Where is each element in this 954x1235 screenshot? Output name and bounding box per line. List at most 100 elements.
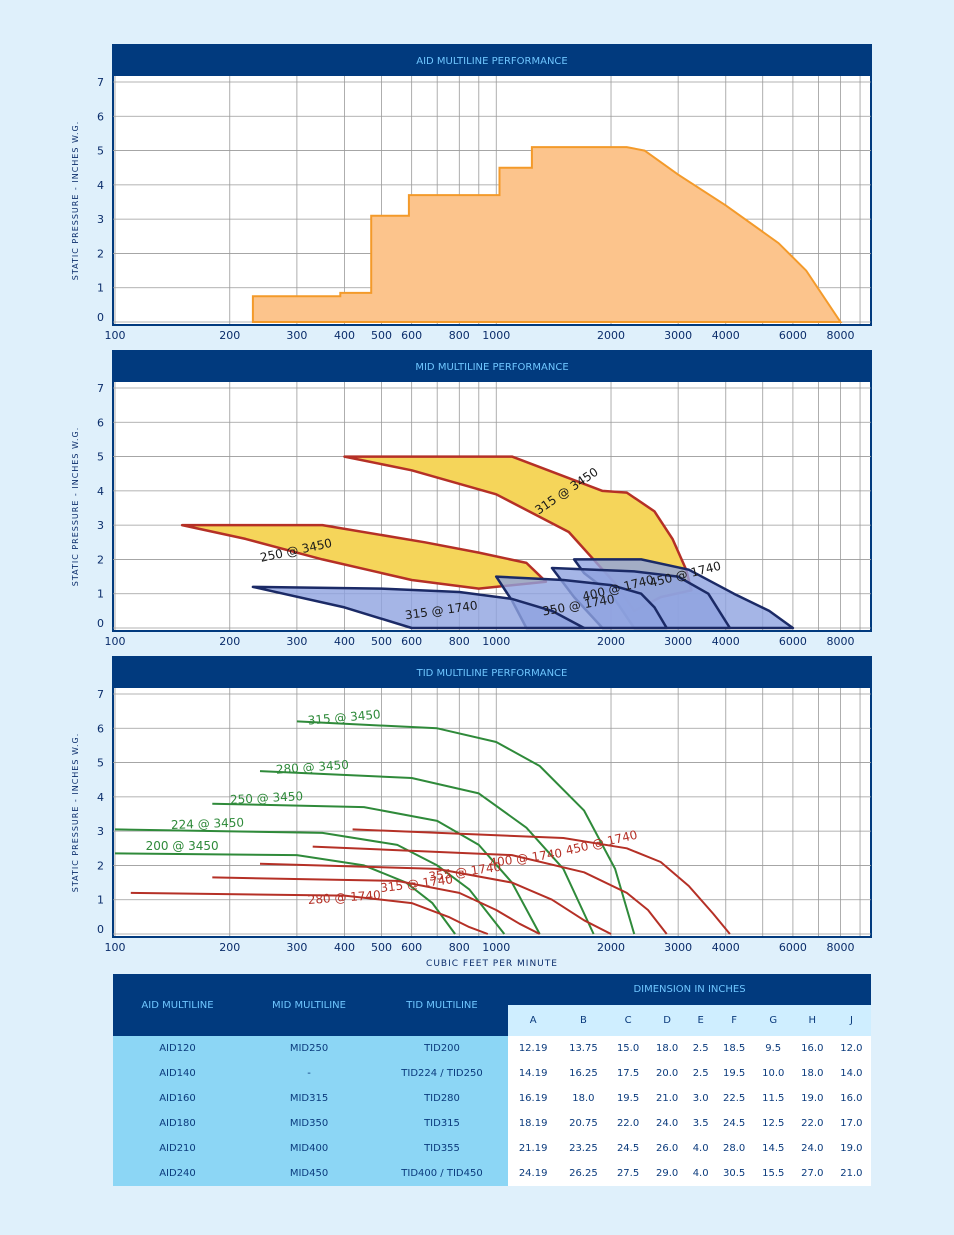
dim-cell: 16.19 [508, 1086, 558, 1111]
x-tick-label: 300 [286, 329, 307, 342]
dim-cell: 16.0 [793, 1036, 832, 1061]
table-row: AID240 MID450 TID400 / TID450 24.19 26.25 27.… [113, 1161, 871, 1186]
dim-cell: 16.25 [558, 1061, 608, 1086]
dim-cell: 13.75 [558, 1036, 608, 1061]
x-tick-label: 8000 [827, 635, 855, 648]
dim-cell: 24.19 [508, 1161, 558, 1186]
tid-cell: TID315 [376, 1111, 508, 1136]
dim-cell: 3.5 [687, 1111, 715, 1136]
dim-cell: 11.5 [754, 1086, 793, 1111]
table-row: AID180 MID350 TID315 18.19 20.75 22.0 24.0 3.5 2… [113, 1111, 871, 1136]
x-tick-label: 1000 [482, 941, 510, 954]
x-tick-label: 4000 [712, 329, 740, 342]
dim-cell: 4.0 [687, 1136, 715, 1161]
dim-cell: 14.19 [508, 1061, 558, 1086]
y-tick-label: 6 [97, 416, 104, 429]
y-axis-label: STATIC PRESSURE - INCHES W.G. [71, 427, 80, 587]
x-tick-label: 200 [219, 941, 240, 954]
dim-cell: 27.0 [793, 1161, 832, 1186]
y-tick-label: 7 [97, 688, 104, 701]
x-tick-label: 800 [449, 329, 470, 342]
dim-col-g: G [754, 1005, 793, 1036]
y-tick-label: 2 [97, 247, 104, 260]
tid-cell: TID280 [376, 1086, 508, 1111]
x-tick-label: 2000 [597, 329, 625, 342]
mid-cell: MID350 [242, 1111, 376, 1136]
dim-cell: 16.0 [832, 1086, 871, 1111]
x-tick-label: 600 [401, 941, 422, 954]
aid-cell: AID210 [113, 1136, 242, 1161]
x-tick-label: 200 [219, 329, 240, 342]
x-tick-label: 1000 [482, 329, 510, 342]
chart-title: MID MULTILINE PERFORMANCE [415, 362, 568, 373]
dim-col-a: A [508, 1005, 558, 1036]
tid-cell: TID200 [376, 1036, 508, 1061]
dim-cell: 24.5 [715, 1111, 754, 1136]
dim-cell: 26.25 [558, 1161, 608, 1186]
col-tid-header: TID MULTILINE [376, 974, 508, 1036]
y-tick-label: 3 [97, 213, 104, 226]
table-row: AID160 MID315 TID280 16.19 18.0 19.5 21.0 3.0 22… [113, 1086, 871, 1111]
dim-cell: 18.5 [715, 1036, 754, 1061]
x-tick-label: 600 [401, 329, 422, 342]
dim-cell: 21.19 [508, 1136, 558, 1161]
dim-cell: 19.5 [715, 1061, 754, 1086]
dim-cell: 14.0 [832, 1061, 871, 1086]
y-tick-label: 0 [97, 617, 104, 630]
x-tick-label: 600 [401, 635, 422, 648]
dim-cell: 18.19 [508, 1111, 558, 1136]
y-tick-label: 7 [97, 76, 104, 89]
y-tick-label: 0 [97, 311, 104, 324]
dim-cell: 23.25 [558, 1136, 608, 1161]
chart-title: TID MULTILINE PERFORMANCE [416, 668, 568, 679]
dim-cell: 17.5 [609, 1061, 648, 1086]
aid-cell: AID140 [113, 1061, 242, 1086]
y-tick-label: 3 [97, 825, 104, 838]
x-tick-label: 400 [334, 635, 355, 648]
dim-cell: 24.0 [793, 1136, 832, 1161]
dim-cell: 21.0 [832, 1161, 871, 1186]
dim-cell: 20.0 [648, 1061, 687, 1086]
x-tick-label: 6000 [779, 635, 807, 648]
dim-cell: 15.5 [754, 1161, 793, 1186]
x-tick-label: 300 [286, 635, 307, 648]
y-tick-label: 1 [97, 588, 104, 601]
y-tick-label: 4 [97, 791, 104, 804]
dim-cell: 27.5 [609, 1161, 648, 1186]
dim-cell: 24.0 [648, 1111, 687, 1136]
y-tick-label: 5 [97, 451, 104, 464]
dim-cell: 14.5 [754, 1136, 793, 1161]
dim-cell: 2.5 [687, 1061, 715, 1086]
x-tick-label: 3000 [664, 329, 692, 342]
y-tick-label: 1 [97, 894, 104, 907]
x-tick-label: 800 [449, 941, 470, 954]
x-tick-label: 400 [334, 329, 355, 342]
y-tick-label: 5 [97, 145, 104, 158]
dim-col-d: D [648, 1005, 687, 1036]
dim-cell: 10.0 [754, 1061, 793, 1086]
x-tick-label: 100 [105, 329, 126, 342]
dim-col-f: F [715, 1005, 754, 1036]
dim-col-b: B [558, 1005, 608, 1036]
y-tick-label: 6 [97, 722, 104, 735]
y-tick-label: 2 [97, 553, 104, 566]
dim-cell: 22.0 [793, 1111, 832, 1136]
y-tick-label: 1 [97, 282, 104, 295]
dim-cell: 30.5 [715, 1161, 754, 1186]
dim-cell: 3.0 [687, 1086, 715, 1111]
y-axis-label: STATIC PRESSURE - INCHES W.G. [71, 733, 80, 893]
x-tick-label: 500 [371, 941, 392, 954]
tid-cell: TID224 / TID250 [376, 1061, 508, 1086]
series-label: 200 @ 3450 [146, 839, 219, 853]
x-tick-label: 6000 [779, 941, 807, 954]
aid-cell: AID180 [113, 1111, 242, 1136]
mid-cell: MID250 [242, 1036, 376, 1061]
y-tick-label: 6 [97, 110, 104, 123]
dim-cell: 28.0 [715, 1136, 754, 1161]
chart-title: AID MULTILINE PERFORMANCE [416, 56, 567, 67]
dim-cell: 24.5 [609, 1136, 648, 1161]
tid-cell: TID400 / TID450 [376, 1161, 508, 1186]
dim-cell: 22.0 [609, 1111, 648, 1136]
x-tick-label: 3000 [664, 941, 692, 954]
x-tick-label: 8000 [827, 329, 855, 342]
